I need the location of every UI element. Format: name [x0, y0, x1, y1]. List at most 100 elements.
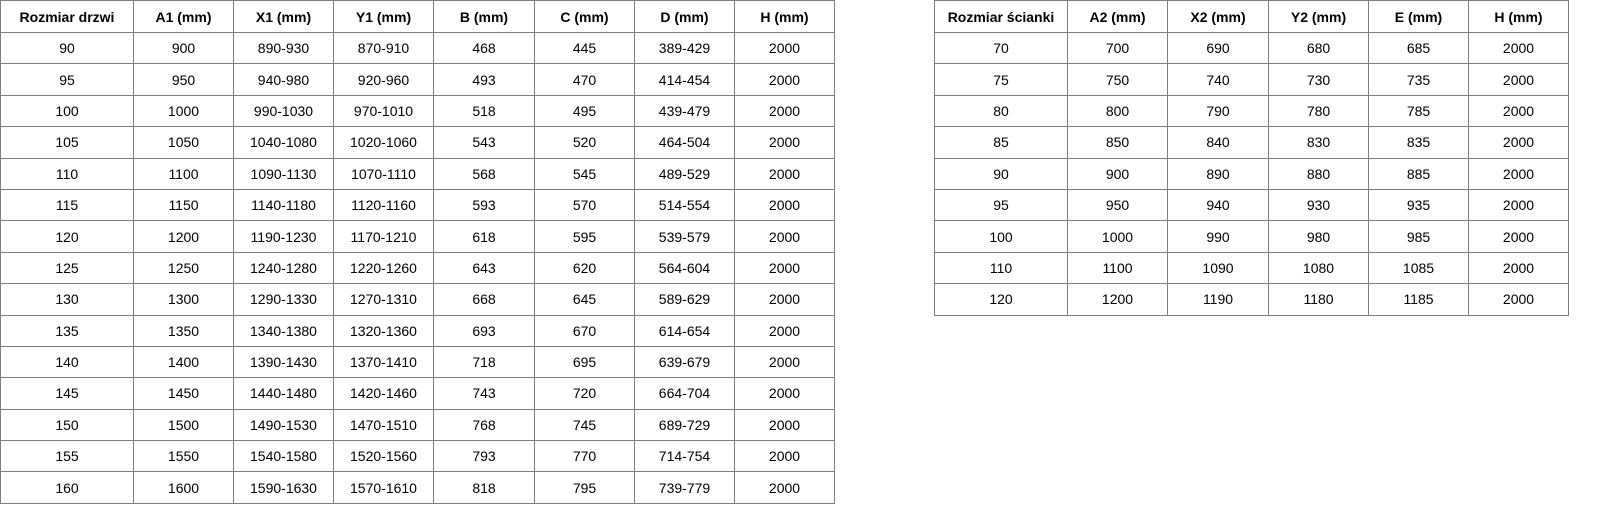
column-header: B (mm)	[433, 0, 535, 33]
table-cell: 1185	[1368, 283, 1469, 316]
table-cell: 2000	[734, 251, 835, 285]
table-cell: 110	[0, 157, 134, 190]
table-cell: 1220-1260	[333, 251, 434, 285]
table-cell: 1190-1230	[233, 220, 334, 253]
table-cell: 2000	[1468, 31, 1569, 65]
table-cell: 793	[433, 440, 535, 473]
table-row: 155 1550 1540-1580 1520-1560 793 770 714-754 20…	[0, 440, 835, 473]
table-cell: 2000	[1468, 63, 1569, 96]
table-cell: 110	[934, 251, 1068, 285]
table-cell: 1570-1610	[333, 471, 434, 504]
table-cell: 470	[534, 63, 635, 96]
table-cell: 890-930	[233, 31, 334, 65]
table-cell: 80	[934, 94, 1068, 128]
table-cell: 985	[1368, 220, 1469, 253]
table-row: 135 1350 1340-1380 1320-1360 693 670 614-654 20…	[0, 314, 835, 347]
table-cell: 1200	[1067, 283, 1168, 316]
table-cell: 155	[0, 440, 134, 473]
table-cell: 468	[433, 31, 535, 65]
table-cell: 695	[534, 345, 635, 379]
table-cell: 690	[1167, 31, 1269, 65]
table-cell: 1240-1280	[233, 251, 334, 285]
table-cell: 818	[433, 471, 535, 504]
table-cell: 1000	[1067, 220, 1168, 253]
table-cell: 840	[1167, 126, 1269, 159]
table-row: 140 1400 1390-1430 1370-1410 718 695 639-679 20…	[0, 345, 835, 379]
table-cell: 1590-1630	[233, 471, 334, 504]
table-row: 110 1100 1090 1080 1085 2000	[934, 251, 1569, 285]
table-cell: 1270-1310	[333, 283, 434, 316]
table-cell: 1250	[133, 251, 234, 285]
table-cell: 2000	[734, 31, 835, 65]
table-row: 145 1450 1440-1480 1420-1460 743 720 664-704 20…	[0, 377, 835, 410]
table-cell: 980	[1268, 220, 1369, 253]
table-cell: 880	[1268, 157, 1369, 190]
table-cell: 445	[534, 31, 635, 65]
table-cell: 1370-1410	[333, 345, 434, 379]
table-row: 125 1250 1240-1280 1220-1260 643 620 564-604 20…	[0, 251, 835, 285]
table-cell: 639-679	[634, 345, 735, 379]
table-cell: 1470-1510	[333, 408, 434, 442]
table-cell: 1540-1580	[233, 440, 334, 473]
table-cell: 740	[1167, 63, 1269, 96]
table-cell: 2000	[1468, 283, 1569, 316]
table-cell: 2000	[734, 63, 835, 96]
table-cell: 614-654	[634, 314, 735, 347]
table-cell: 150	[0, 408, 134, 442]
table-cell: 643	[433, 251, 535, 285]
table-cell: 645	[534, 283, 635, 316]
table-cell: 135	[0, 314, 134, 347]
table-cell: 990-1030	[233, 94, 334, 128]
table-row: 90 900 890-930 870-910 468 445 389-429 2000	[0, 31, 835, 65]
table-cell: 1500	[133, 408, 234, 442]
table-cell: 145	[0, 377, 134, 410]
table-cell: 100	[934, 220, 1068, 253]
table-cell: 1450	[133, 377, 234, 410]
table-cell: 1000	[133, 94, 234, 128]
column-header: Y1 (mm)	[333, 0, 434, 33]
table-cell: 593	[433, 188, 535, 222]
table-cell: 105	[0, 126, 134, 159]
table-cell: 1120-1160	[333, 188, 434, 222]
table-cell: 2000	[1468, 126, 1569, 159]
column-header: Y2 (mm)	[1268, 0, 1369, 33]
table-cell: 1200	[133, 220, 234, 253]
table-cell: 664-704	[634, 377, 735, 410]
column-header: H (mm)	[734, 0, 835, 33]
table-cell: 493	[433, 63, 535, 96]
table-cell: 890	[1167, 157, 1269, 190]
table-cell: 1085	[1368, 251, 1469, 285]
table-cell: 2000	[1468, 251, 1569, 285]
table-cell: 115	[0, 188, 134, 222]
table-row: 100 1000 990-1030 970-1010 518 495 439-479 2000	[0, 94, 835, 128]
column-header: Rozmiar ścianki	[934, 0, 1068, 33]
column-header: A1 (mm)	[133, 0, 234, 33]
table-cell: 900	[1067, 157, 1168, 190]
table-cell: 1020-1060	[333, 126, 434, 159]
table-cell: 1190	[1167, 283, 1269, 316]
table-row: 105 1050 1040-1080 1020-1060 543 520 464-504 20…	[0, 126, 835, 159]
table-cell: 120	[934, 283, 1068, 316]
table-cell: 835	[1368, 126, 1469, 159]
table-cell: 689-729	[634, 408, 735, 442]
table-cell: 750	[1067, 63, 1168, 96]
table-cell: 1390-1430	[233, 345, 334, 379]
table-row: 120 1200 1190 1180 1185 2000	[934, 283, 1569, 316]
table-cell: 2000	[734, 157, 835, 190]
table-cell: 2000	[734, 220, 835, 253]
table-cell: 1400	[133, 345, 234, 379]
table-cell: 1050	[133, 126, 234, 159]
table-cell: 940	[1167, 188, 1269, 222]
table-cell: 780	[1268, 94, 1369, 128]
table-cell: 2000	[734, 408, 835, 442]
table-cell: 1100	[133, 157, 234, 190]
table-cell: 2000	[734, 345, 835, 379]
header-row: Rozmiar ścianki A2 (mm) X2 (mm) Y2 (mm) E (m…	[934, 0, 1569, 33]
column-header: X1 (mm)	[233, 0, 334, 33]
table-cell: 770	[534, 440, 635, 473]
table-cell: 1340-1380	[233, 314, 334, 347]
table-cell: 1080	[1268, 251, 1369, 285]
table-cell: 730	[1268, 63, 1369, 96]
table-cell: 670	[534, 314, 635, 347]
table-cell: 668	[433, 283, 535, 316]
